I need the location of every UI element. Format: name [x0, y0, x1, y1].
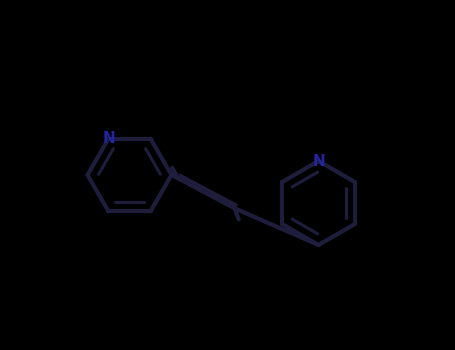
- Text: N: N: [312, 154, 325, 168]
- Text: N: N: [102, 131, 115, 146]
